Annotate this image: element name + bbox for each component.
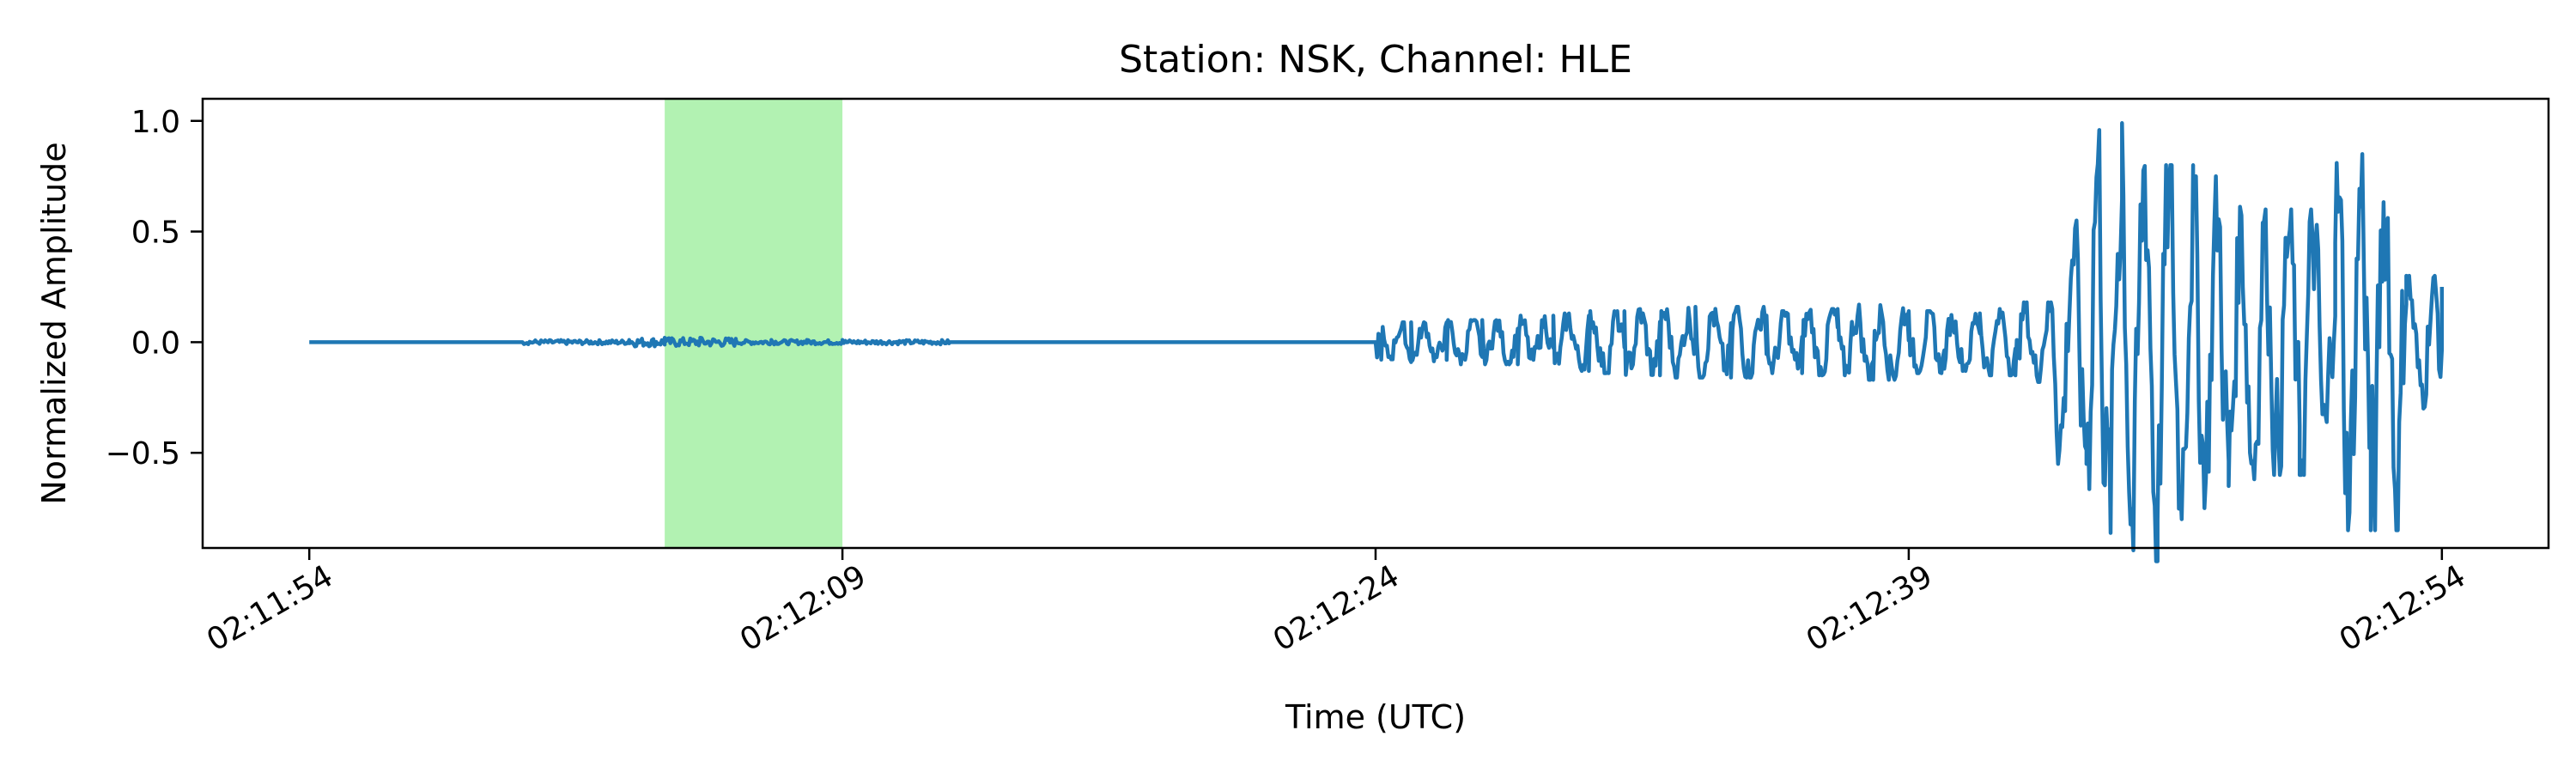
- y-tick-label: 0.0: [131, 326, 180, 361]
- highlight-span: [665, 99, 843, 548]
- x-axis-label: Time (UTC): [1285, 698, 1466, 736]
- y-tick-label: 0.5: [131, 216, 180, 251]
- y-tick-label: −0.5: [106, 436, 180, 472]
- y-axis-ticks: 1.0 0.5 0.0 −0.5: [106, 105, 203, 472]
- y-axis-label: Normalized Amplitude: [35, 142, 73, 504]
- highlight-layer: [665, 99, 843, 548]
- chart-title: Station: NSK, Channel: HLE: [1119, 38, 1632, 82]
- waveform-line: [308, 121, 2445, 563]
- series-layer: [308, 121, 2445, 563]
- y-tick-label: 1.0: [131, 105, 180, 140]
